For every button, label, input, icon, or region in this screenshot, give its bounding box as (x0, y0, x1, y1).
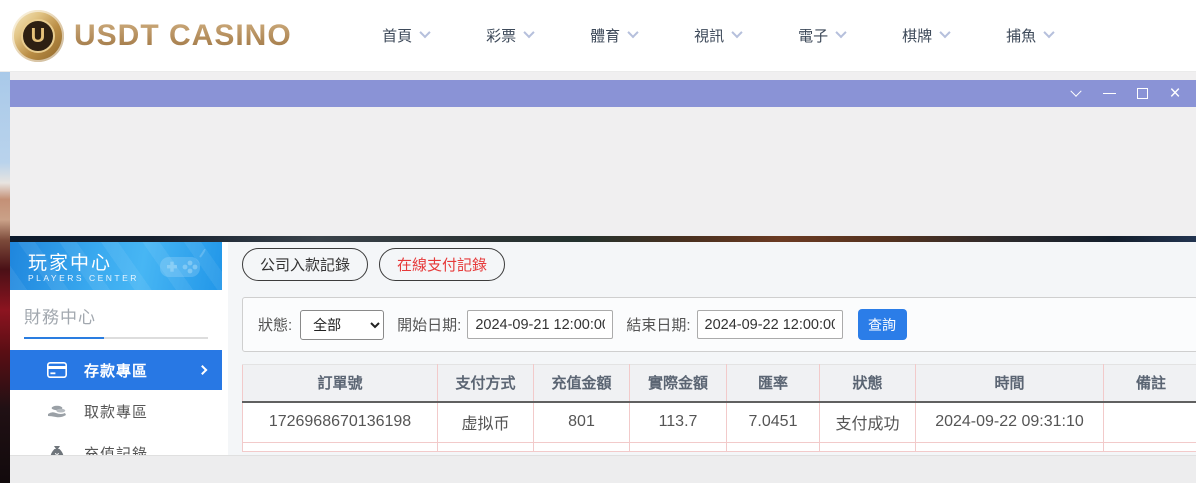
tab-online-payment-record[interactable]: 在線支付記錄 (379, 248, 506, 281)
nav-item-electronic[interactable]: 電子 (770, 25, 874, 46)
maximize-icon[interactable] (1135, 87, 1149, 101)
cell-time: 2024-09-22 09:31:10 (915, 401, 1104, 443)
sidebar-subtitle: PLAYERS CENTER (28, 273, 139, 283)
col-header-pay-method: 支付方式 (437, 364, 534, 403)
table-row-empty (242, 442, 1196, 452)
nav-item-label: 視訊 (694, 28, 725, 45)
col-header-order-no: 訂單號 (242, 364, 438, 403)
nav-item-label: 捕魚 (1006, 28, 1037, 45)
chevron-down-icon (835, 26, 847, 38)
cell-order-no: 1726968670136198 (242, 401, 438, 443)
col-header-time: 時間 (915, 364, 1104, 403)
gamepad-icon (160, 249, 206, 277)
chevron-right-icon (197, 365, 208, 375)
cell-pay-method: 虚拟币 (437, 401, 534, 443)
logo-letter: U (30, 24, 46, 47)
nav-item-label: 首頁 (382, 28, 413, 45)
end-date-input[interactable] (696, 310, 843, 339)
nav-item-lottery[interactable]: 彩票 (458, 25, 562, 46)
nav-item-label: 電子 (798, 28, 829, 45)
logo-text: USDT CASINO (74, 18, 292, 52)
banner-dark-strip (10, 236, 1196, 242)
table-row: 1726968670136198 虚拟币 801 113.7 7.0451 支付… (242, 401, 1196, 443)
nav-item-fishing[interactable]: 捕魚 (978, 25, 1082, 46)
start-date-label: 開始日期: (397, 317, 462, 334)
site-logo[interactable]: U USDT CASINO (12, 9, 292, 62)
record-tabs: 公司入款記錄 在線支付記錄 (242, 248, 506, 281)
nav-item-video[interactable]: 視訊 (666, 25, 770, 46)
cell-remark (1103, 401, 1196, 443)
col-header-recharge-amount: 充值金額 (533, 364, 630, 403)
sidebar-item-label: 存款專區 (84, 362, 149, 380)
svg-text:¥: ¥ (55, 451, 60, 456)
chevron-down-icon (939, 26, 951, 38)
sidebar: 玩家中心 PLAYERS CENTER 財務中心 (10, 242, 222, 455)
col-header-status: 狀態 (819, 364, 916, 403)
nav-item-sports[interactable]: 體育 (562, 25, 666, 46)
sidebar-title: 玩家中心 (28, 253, 113, 274)
nav-item-chess[interactable]: 棋牌 (874, 25, 978, 46)
nav-item-label: 棋牌 (902, 28, 933, 45)
chevron-down-icon (627, 26, 639, 38)
sidebar-header: 玩家中心 PLAYERS CENTER (10, 242, 222, 290)
nav-item-label: 體育 (590, 28, 621, 45)
status-label: 狀態: (258, 317, 293, 334)
chevron-down-icon (523, 26, 535, 38)
col-header-actual-amount: 實際金額 (629, 364, 727, 403)
search-button[interactable]: 查詢 (857, 309, 907, 340)
col-header-remark: 備註 (1103, 364, 1196, 403)
minimize-icon[interactable] (1102, 87, 1116, 101)
page-footer-strip (10, 455, 1196, 483)
sidebar-item-deposit[interactable]: 存款專區 (10, 350, 222, 390)
sidebar-item-withdraw[interactable]: 取款專區 (10, 390, 222, 432)
sidebar-item-label: 充值記錄 (84, 445, 149, 456)
table-header-row: 訂單號 支付方式 充值金額 實際金額 匯率 狀態 時間 備註 (242, 364, 1196, 403)
nav-item-home[interactable]: 首頁 (354, 25, 458, 46)
end-date-label: 結束日期: (626, 317, 691, 334)
money-bag-icon: ¥ (46, 445, 68, 456)
chevron-down-icon (419, 26, 431, 38)
hand-coins-icon (46, 403, 68, 419)
window-controls: × (1069, 82, 1182, 104)
main-content: 公司入款記錄 在線支付記錄 狀態: 全部 開始日期: 結束日期: (228, 242, 1196, 455)
chevron-down-icon (731, 26, 743, 38)
credit-card-icon (46, 362, 68, 378)
status-select[interactable]: 全部 (300, 309, 385, 340)
cell-recharge-amount: 801 (533, 401, 630, 443)
close-icon[interactable]: × (1169, 82, 1181, 104)
sidebar-item-recharge-record[interactable]: ¥ 充值記錄 (10, 432, 222, 455)
tab-label: 在線支付記錄 (397, 257, 488, 274)
window-titlebar[interactable]: × (10, 80, 1196, 107)
sidebar-item-label: 取款專區 (84, 403, 149, 421)
collapse-chevron-icon[interactable] (1069, 85, 1083, 101)
tab-label: 公司入款記錄 (260, 257, 351, 274)
logo-emblem-icon: U (12, 9, 64, 62)
background-image-sliver (0, 72, 10, 483)
nav-item-label: 彩票 (486, 28, 517, 45)
sidebar-section-underline (24, 337, 208, 339)
col-header-rate: 匯率 (726, 364, 820, 403)
window-empty-area (10, 107, 1196, 236)
cell-rate: 7.0451 (726, 401, 820, 443)
window-main-area: 玩家中心 PLAYERS CENTER 財務中心 (10, 242, 1196, 455)
payment-record-table: 訂單號 支付方式 充值金額 實際金額 匯率 狀態 時間 備註 172696867 (242, 364, 1196, 452)
filter-panel: 狀態: 全部 開始日期: 結束日期: 查詢 (242, 297, 1196, 352)
chevron-down-icon (1043, 26, 1055, 38)
player-center-window: × 玩家中心 PLAYERS CENTER (10, 80, 1196, 483)
tab-company-deposit-record[interactable]: 公司入款記錄 (242, 248, 369, 281)
cell-actual-amount: 113.7 (629, 401, 727, 443)
sidebar-section-title: 財務中心 (24, 308, 96, 327)
cell-status: 支付成功 (819, 401, 916, 443)
top-navbar: U USDT CASINO 首頁 彩票 體育 視訊 電子 (0, 0, 1196, 72)
nav-menu: 首頁 彩票 體育 視訊 電子 棋牌 (354, 25, 1082, 46)
start-date-input[interactable] (467, 310, 614, 339)
